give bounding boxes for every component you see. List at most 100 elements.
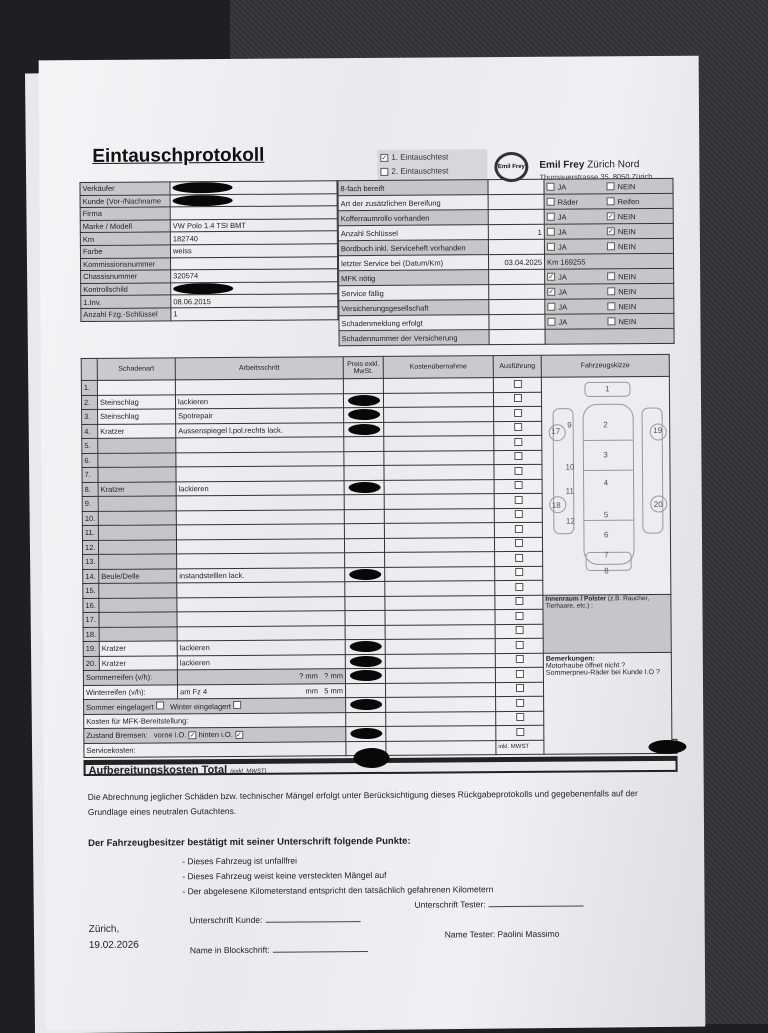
- block-name-field[interactable]: Name in Blockschrift:: [190, 944, 368, 955]
- cost-coverage[interactable]: [385, 610, 495, 625]
- cost-coverage[interactable]: [386, 740, 496, 755]
- price[interactable]: [345, 610, 385, 625]
- brakes-rear-checkbox[interactable]: ✓: [235, 731, 243, 739]
- price[interactable]: [344, 509, 384, 524]
- execution-checkbox[interactable]: [514, 496, 522, 504]
- work-step[interactable]: lackieren: [175, 393, 343, 409]
- damage-type[interactable]: [98, 510, 176, 525]
- cost-coverage[interactable]: [385, 653, 495, 668]
- price[interactable]: [344, 480, 384, 495]
- damage-type[interactable]: Beule/Delle: [99, 568, 177, 583]
- option-checkbox[interactable]: ✓: [607, 212, 615, 220]
- cost-coverage[interactable]: [385, 566, 495, 581]
- execution-checkbox[interactable]: [515, 568, 523, 576]
- tester-signature-field[interactable]: Unterschrift Tester:: [414, 899, 583, 910]
- option-checkbox[interactable]: [607, 317, 615, 325]
- work-step[interactable]: lackieren: [176, 480, 344, 496]
- execution-checkbox[interactable]: [515, 612, 523, 620]
- cost-coverage[interactable]: [384, 537, 494, 552]
- work-step[interactable]: [176, 538, 344, 554]
- cost-coverage[interactable]: [384, 465, 494, 480]
- work-step[interactable]: [177, 596, 345, 612]
- work-step[interactable]: [176, 495, 344, 511]
- damage-type[interactable]: Steinschlag: [97, 394, 175, 409]
- option-checkbox[interactable]: [547, 228, 555, 236]
- work-step[interactable]: [176, 524, 344, 540]
- cost-coverage[interactable]: [385, 668, 495, 683]
- cost-coverage[interactable]: [386, 711, 496, 726]
- work-step[interactable]: [175, 379, 343, 395]
- work-step[interactable]: Aussenspiegel l.pol.rechts lack.: [176, 422, 344, 438]
- cost-coverage[interactable]: [384, 523, 494, 538]
- price[interactable]: [344, 523, 384, 538]
- work-step[interactable]: lackieren: [177, 654, 345, 670]
- cost-coverage[interactable]: [386, 726, 496, 741]
- cost-coverage[interactable]: [385, 639, 495, 654]
- execution-checkbox[interactable]: [514, 438, 522, 446]
- price[interactable]: [344, 494, 384, 509]
- option-checkbox[interactable]: [546, 183, 554, 191]
- price[interactable]: [346, 726, 386, 741]
- price[interactable]: [345, 683, 385, 698]
- execution-checkbox[interactable]: [514, 409, 522, 417]
- cost-coverage[interactable]: [383, 392, 493, 407]
- execution-checkbox[interactable]: [513, 394, 521, 402]
- price[interactable]: [345, 567, 385, 582]
- option-checkbox[interactable]: ✓: [607, 227, 615, 235]
- damage-type[interactable]: Kratzer: [99, 655, 177, 670]
- price[interactable]: [346, 712, 386, 727]
- cost-coverage[interactable]: [385, 581, 495, 596]
- execution-checkbox[interactable]: [514, 539, 522, 547]
- cost-coverage[interactable]: [384, 436, 494, 451]
- execution-checkbox[interactable]: [514, 423, 522, 431]
- option-checkbox[interactable]: [547, 198, 555, 206]
- execution-checkbox[interactable]: [515, 670, 523, 678]
- damage-type[interactable]: Kratzer: [98, 481, 176, 496]
- cost-coverage[interactable]: [385, 682, 495, 697]
- cost-coverage[interactable]: [384, 508, 494, 523]
- execution-checkbox[interactable]: [515, 597, 523, 605]
- damage-type[interactable]: [98, 525, 176, 540]
- cost-coverage[interactable]: [384, 479, 494, 494]
- option-checkbox[interactable]: [607, 272, 615, 280]
- price[interactable]: [345, 639, 385, 654]
- price[interactable]: [345, 625, 385, 640]
- option-checkbox[interactable]: [547, 213, 555, 221]
- option-checkbox[interactable]: [606, 182, 614, 190]
- work-step[interactable]: [177, 553, 345, 569]
- execution-checkbox[interactable]: [515, 684, 523, 692]
- damage-type[interactable]: [98, 438, 176, 453]
- price[interactable]: [344, 451, 384, 466]
- work-step[interactable]: [176, 466, 344, 482]
- price[interactable]: [345, 552, 385, 567]
- work-step[interactable]: [177, 582, 345, 598]
- execution-checkbox[interactable]: [516, 728, 524, 736]
- work-step[interactable]: instandstelllen lack.: [177, 567, 345, 583]
- cost-coverage[interactable]: [384, 407, 494, 422]
- price[interactable]: [344, 538, 384, 553]
- price[interactable]: [344, 436, 384, 451]
- brakes-front-checkbox[interactable]: ✓: [188, 731, 196, 739]
- option-checkbox[interactable]: [607, 287, 615, 295]
- execution-checkbox[interactable]: [515, 626, 523, 634]
- option-checkbox[interactable]: [607, 302, 615, 310]
- work-step[interactable]: [176, 509, 344, 525]
- price[interactable]: [343, 393, 383, 408]
- price[interactable]: [345, 581, 385, 596]
- option-checkbox[interactable]: ✓: [547, 288, 555, 296]
- damage-type[interactable]: [98, 452, 176, 467]
- execution-checkbox[interactable]: [515, 554, 523, 562]
- option-checkbox[interactable]: ✓: [547, 273, 555, 281]
- price[interactable]: [345, 654, 385, 669]
- cost-coverage[interactable]: [385, 595, 495, 610]
- damage-type[interactable]: Kratzer: [98, 423, 176, 438]
- damage-type[interactable]: [98, 539, 176, 554]
- customer-signature-field[interactable]: Unterschrift Kunde:: [190, 914, 361, 925]
- damage-type[interactable]: [98, 496, 176, 511]
- option-checkbox[interactable]: [607, 197, 615, 205]
- damage-type[interactable]: [99, 554, 177, 569]
- execution-checkbox[interactable]: [514, 467, 522, 475]
- option-checkbox[interactable]: [547, 318, 555, 326]
- option-checkbox[interactable]: [607, 242, 615, 250]
